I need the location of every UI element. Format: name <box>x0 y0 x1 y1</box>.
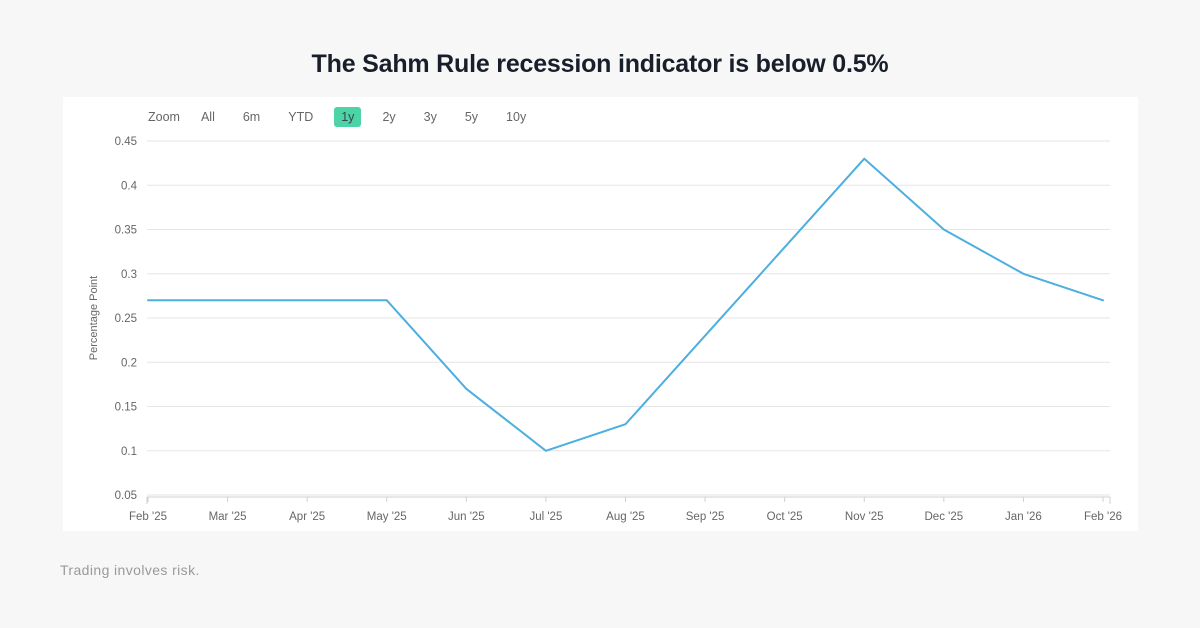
zoom-label: Zoom <box>148 110 180 124</box>
y-axis-tick-label: 0.2 <box>121 357 137 369</box>
x-axis-tick-label: Jun '25 <box>448 511 485 523</box>
chart-card: Zoom All 6m YTD 1y 2y 3y 5y 10y 0.05 0.1 0.15 0.2 0… <box>63 97 1138 531</box>
page-title: The Sahm Rule recession indicator is bel… <box>311 50 889 78</box>
x-axis-tick-label: Jan '26 <box>1005 511 1042 523</box>
line-series <box>147 157 1104 452</box>
x-axis-tick-label: Aug '25 <box>606 511 645 523</box>
chart-svg: 0.05 0.1 0.15 0.2 0.25 0.3 0.35 0.4 0.45 Feb '25 M… <box>88 136 1122 523</box>
zoom-button-1y[interactable]: 1y <box>334 107 362 127</box>
zoom-button-all[interactable]: All <box>200 110 215 124</box>
x-axis-tick-label: Sep '25 <box>686 511 725 523</box>
zoom-button-3y[interactable]: 3y <box>423 110 437 124</box>
footer-disclaimer: Trading involves risk. <box>60 562 200 578</box>
zoom-button-2y[interactable]: 2y <box>382 110 396 124</box>
y-axis-title: Percentage Point <box>88 276 100 360</box>
y-axis-tick-label: 0.15 <box>115 402 137 414</box>
y-axis-tick-label: 0.1 <box>121 446 137 458</box>
x-axis-tick-label: Dec '25 <box>925 511 964 523</box>
zoom-button-6m[interactable]: 6m <box>242 110 261 124</box>
x-axis-tick-label: Feb '26 <box>1084 511 1122 523</box>
zoom-button-ytd[interactable]: YTD <box>288 110 314 124</box>
y-axis-tick-label: 0.25 <box>115 313 137 325</box>
x-axis-tick-label: Feb '25 <box>129 511 167 523</box>
zoom-button-10y[interactable]: 10y <box>506 110 527 124</box>
zoom-button-5y[interactable]: 5y <box>464 110 479 124</box>
x-axis-tick-label: Nov '25 <box>845 511 884 523</box>
zoom-toolbar: Zoom All 6m YTD 1y 2y 3y 5y 10y <box>148 107 533 127</box>
x-axis-tick-label: Apr '25 <box>289 511 325 523</box>
y-axis-tick-label: 0.35 <box>115 225 137 237</box>
x-axis-tick-label: Mar '25 <box>209 511 247 523</box>
x-axis-tick-label: Oct '25 <box>767 511 803 523</box>
y-axis-tick-label: 0.45 <box>115 136 137 148</box>
x-axis-tick-label: Jul '25 <box>529 511 562 523</box>
x-axis-tick-label: May '25 <box>367 511 407 523</box>
y-axis-tick-label: 0.4 <box>121 180 138 192</box>
y-axis-tick-label: 0.05 <box>115 490 137 502</box>
y-axis-tick-label: 0.3 <box>121 269 137 281</box>
